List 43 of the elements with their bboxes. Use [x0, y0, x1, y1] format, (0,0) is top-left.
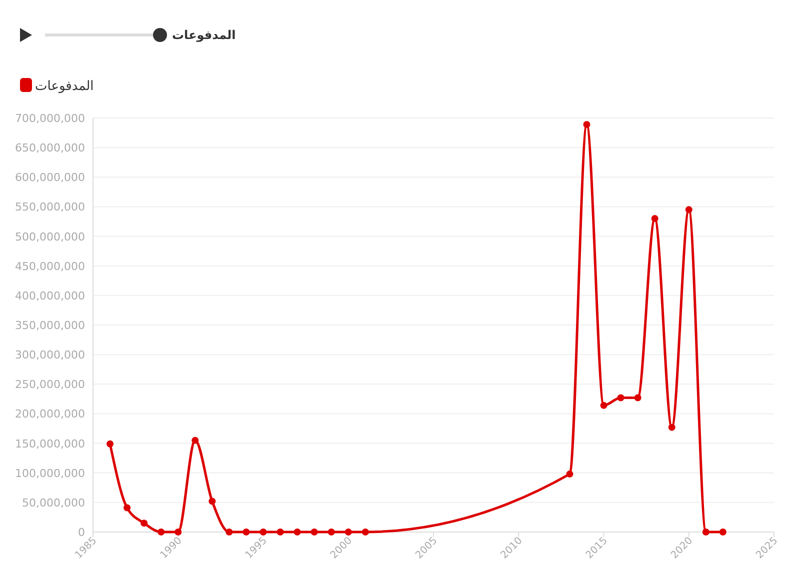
point	[668, 424, 676, 431]
y-tick-label: 700,000,000	[15, 112, 85, 125]
point	[719, 528, 726, 536]
point	[634, 394, 642, 402]
y-tick-label: 500,000,000	[15, 230, 85, 244]
y-tick-label: 250,000,000	[15, 378, 85, 392]
point	[294, 528, 301, 536]
y-tick-label: 200,000,000	[15, 408, 85, 421]
y-tick-label: 350,000,000	[15, 319, 85, 332]
point	[310, 528, 318, 536]
y-tick-label: 650,000,000	[15, 142, 85, 155]
point	[600, 402, 608, 409]
point	[344, 528, 352, 536]
point	[106, 440, 114, 448]
point	[276, 528, 284, 536]
point	[617, 394, 624, 402]
point	[192, 436, 199, 444]
point	[158, 528, 165, 536]
point	[651, 215, 658, 222]
y-tick-label: 450,000,000	[15, 260, 85, 273]
y-tick-label: 0	[78, 526, 85, 539]
y-tick-label: 150,000,000	[15, 437, 85, 450]
y-tick-label: 600,000,000	[15, 171, 85, 184]
point	[226, 528, 233, 536]
point	[242, 528, 250, 536]
point	[702, 528, 710, 536]
y-tick-label: 550,000,000	[15, 200, 85, 214]
point	[260, 528, 267, 536]
point	[124, 504, 131, 512]
point	[208, 498, 216, 505]
y-tick-label: 100,000,000	[15, 466, 85, 480]
y-tick-label: 300,000,000	[15, 348, 85, 362]
point	[174, 528, 182, 536]
point	[328, 528, 335, 536]
y-tick-label: 50,000,000	[22, 496, 85, 510]
point	[583, 121, 590, 128]
point	[140, 520, 148, 527]
legend-label: المدفوعات	[35, 79, 94, 94]
text: المدفوعات	[172, 28, 236, 42]
y-tick-label: 400,000,000	[15, 289, 85, 302]
point	[362, 528, 369, 536]
point	[685, 206, 692, 214]
point	[566, 470, 574, 478]
